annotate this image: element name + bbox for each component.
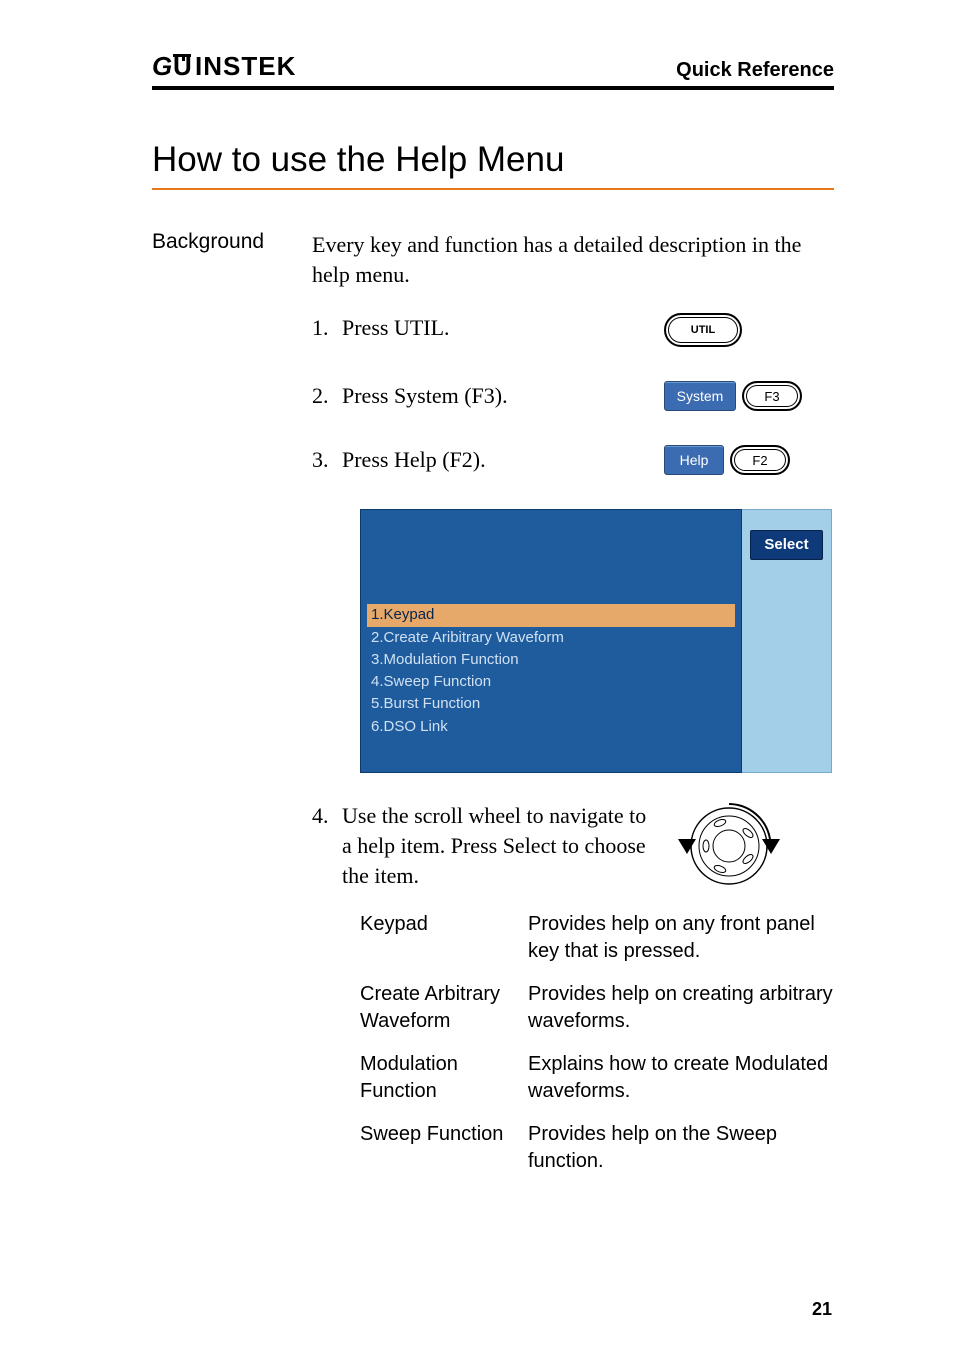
- description-row: KeypadProvides help on any front panel k…: [360, 911, 834, 965]
- description-term: Create Arbitrary Waveform: [360, 981, 528, 1035]
- step-number: 2.: [312, 381, 342, 411]
- step-text: Press Help (F2).: [342, 445, 664, 475]
- svg-text:INSTEK: INSTEK: [195, 52, 296, 81]
- description-row: Sweep FunctionProvides help on the Sweep…: [360, 1121, 834, 1175]
- util-button: UTIL: [664, 313, 742, 347]
- description-term: Sweep Function: [360, 1121, 528, 1175]
- help-menu-item: 6.DSO Link: [367, 716, 735, 738]
- page-header: G U INSTEK Quick Reference: [152, 52, 834, 90]
- step-text: Press System (F3).: [342, 381, 664, 411]
- description-row: Create Arbitrary WaveformProvides help o…: [360, 981, 834, 1035]
- step-number: 4.: [312, 801, 342, 890]
- description-term: Modulation Function: [360, 1051, 528, 1105]
- help-menu-item: 1.Keypad: [367, 604, 735, 626]
- fkey-f3: F3: [742, 381, 802, 411]
- help-menu-list: 1.Keypad2.Create Aribitrary Waveform3.Mo…: [360, 509, 742, 773]
- description-definition: Provides help on creating arbitrary wave…: [528, 981, 834, 1035]
- help-menu-item: 2.Create Aribitrary Waveform: [367, 627, 735, 649]
- softkey-system: System: [664, 381, 736, 411]
- step-number: 3.: [312, 445, 342, 475]
- help-menu-item: 3.Modulation Function: [367, 649, 735, 671]
- help-menu-item: 5.Burst Function: [367, 693, 735, 715]
- step-text: Press UTIL.: [342, 313, 664, 343]
- background-text: Every key and function has a detailed de…: [312, 230, 834, 289]
- softkey-help: Help: [664, 445, 724, 475]
- select-softkey: Select: [750, 530, 823, 560]
- description-term: Keypad: [360, 911, 528, 965]
- help-menu-item: 4.Sweep Function: [367, 671, 735, 693]
- description-definition: Explains how to create Modulated wavefor…: [528, 1051, 834, 1105]
- fkey-f2: F2: [730, 445, 790, 475]
- step-text: Use the scroll wheel to navigate to a he…: [342, 801, 664, 890]
- description-definition: Provides help on any front panel key tha…: [528, 911, 834, 965]
- scroll-wheel-icon: [664, 801, 794, 891]
- help-display-panel: 1.Keypad2.Create Aribitrary Waveform3.Mo…: [360, 509, 832, 773]
- description-row: Modulation FunctionExplains how to creat…: [360, 1051, 834, 1105]
- svg-text:G: G: [152, 52, 173, 81]
- step-number: 1.: [312, 313, 342, 343]
- background-label: Background: [152, 230, 312, 289]
- page-number: 21: [812, 1299, 832, 1320]
- page-title: How to use the Help Menu: [152, 140, 834, 190]
- brand-logo: G U INSTEK: [152, 52, 322, 82]
- description-definition: Provides help on the Sweep function.: [528, 1121, 834, 1175]
- header-section-label: Quick Reference: [676, 59, 834, 82]
